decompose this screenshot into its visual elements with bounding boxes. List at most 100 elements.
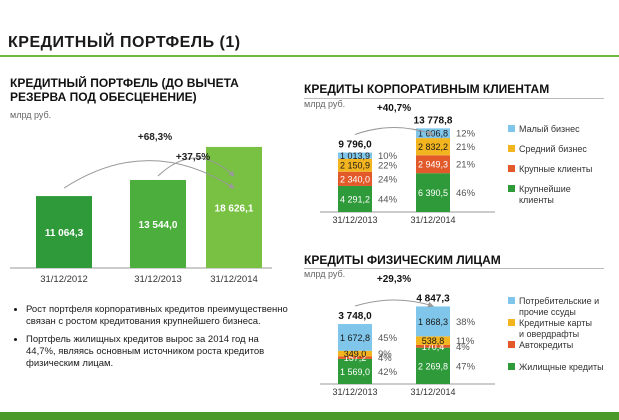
segment-value-label: 2 269,8 <box>418 361 448 371</box>
segment-value-label: 157,2 <box>344 353 367 363</box>
growth-arrow <box>354 299 434 308</box>
segment-Кредитные карты и овердрафты <box>416 336 450 345</box>
legend-swatch <box>508 341 515 348</box>
retail-loans-chart: 1 569,0 42% 157,2 4% 349,0 9% 1 672,8 45% 3 748,… <box>320 274 604 397</box>
corp-unit: млрд руб. <box>304 99 346 109</box>
legend-swatch <box>508 125 515 132</box>
segment-value-label: 1 672,8 <box>340 333 370 343</box>
legend-label: Крупные клиенты <box>519 164 592 174</box>
corporate-loans-chart: 4 291,2 44% 2 340,0 24% 2 150,9 22% 1 013,9 10%… <box>320 103 592 225</box>
x-tick-label: 31/12/2013 <box>332 387 377 397</box>
segment-Автокредиты <box>338 356 372 359</box>
total-portfolio-chart: 11 064,3 31/12/2012 13 544,0 31/12/2013 18 6… <box>10 132 272 285</box>
segment-value-label: 2 150,9 <box>340 161 370 171</box>
retail-chart-title: КРЕДИТЫ ФИЗИЧЕСКИМ ЛИЦАМ <box>304 253 501 267</box>
bar-value-label: 11 064,3 <box>45 228 84 239</box>
total-label: 13 778,8 <box>414 115 453 126</box>
legend-label: Жилищные кредиты <box>519 362 604 372</box>
legend-label: Потребительские и <box>519 296 599 306</box>
growth-arrow-2012-2014 <box>63 160 235 189</box>
legend-label-cont: прочие ссуды <box>519 307 576 317</box>
segment-share-label: 11% <box>456 336 475 347</box>
retail-title-rule <box>304 268 604 269</box>
bar-value-label: 13 544,0 <box>139 220 178 231</box>
segment-share-label: 10% <box>378 151 398 162</box>
segment-Кредитные карты и овердрафты <box>338 350 372 357</box>
growth-arrow <box>354 127 434 136</box>
total-label: 9 796,0 <box>338 140 372 151</box>
bar-31/12/2014 <box>206 146 262 268</box>
left-unit: млрд руб. <box>10 110 52 120</box>
segment-share-label: 21% <box>456 142 476 153</box>
left-chart-title: КРЕДИТНЫЙ ПОРТФЕЛЬ (ДО ВЫЧЕТА РЕЗЕРВА ПО… <box>10 76 239 104</box>
segment-share-label: 38% <box>456 317 476 328</box>
growth-arrow-2013-2014 <box>157 157 235 177</box>
legend-swatch <box>508 165 515 172</box>
segment-value-label: 170,4 <box>422 342 445 352</box>
page-title: КРЕДИТНЫЙ ПОРТФЕЛЬ (1) <box>8 34 241 51</box>
legend-label-cont: клиенты <box>519 195 554 205</box>
segment-value-label: 2 340,0 <box>340 174 370 184</box>
segment-share-label: 4% <box>456 342 470 353</box>
segment-Крупнейшие клиенты <box>416 173 450 212</box>
segment-value-label: 4 291,2 <box>340 194 370 204</box>
segment-share-label: 9% <box>378 349 392 360</box>
growth-label: +68,3% <box>138 132 172 143</box>
segment-Жилищные кредиты <box>338 358 372 384</box>
total-label: 3 748,0 <box>338 311 372 322</box>
legend-label: Кредитные карты <box>519 318 592 328</box>
segment-share-label: 44% <box>378 194 398 205</box>
footer-bar <box>0 412 619 420</box>
segment-value-label: 349,0 <box>344 349 367 359</box>
bar-value-label: 18 626,1 <box>215 203 254 214</box>
segment-Крупные клиенты <box>416 155 450 174</box>
segment-Малый бизнес <box>338 152 372 159</box>
corp-chart-title: КРЕДИТЫ КОРПОРАТИВНЫМ КЛИЕНТАМ <box>304 82 550 96</box>
segment-share-label: 46% <box>456 188 476 199</box>
retail-unit: млрд руб. <box>304 269 346 279</box>
total-label: 4 847,3 <box>416 293 450 304</box>
segment-Средний бизнес <box>416 138 450 156</box>
segment-share-label: 4% <box>378 353 392 364</box>
bar-31/12/2012 <box>36 196 92 268</box>
growth-label: +37,5% <box>176 152 210 163</box>
segment-share-label: 21% <box>456 160 476 171</box>
segment-Жилищные кредиты <box>416 347 450 384</box>
segment-Автокредиты <box>416 344 450 348</box>
segment-Крупные клиенты <box>338 171 372 186</box>
segment-value-label: 1 606,8 <box>418 129 448 139</box>
x-tick-label: 31/12/2013 <box>332 215 377 225</box>
left-title-line1: КРЕДИТНЫЙ ПОРТФЕЛЬ (ДО ВЫЧЕТА <box>10 76 239 90</box>
segment-Потребительские и прочие ссуды <box>416 306 450 337</box>
segment-value-label: 1 569,0 <box>340 367 370 377</box>
segment-share-label: 22% <box>378 161 398 172</box>
segment-share-label: 12% <box>456 129 476 140</box>
x-tick-label: 31/12/2013 <box>134 274 182 285</box>
left-title-line2: РЕЗЕРВА ПОД ОБЕСЦЕНЕНИЕ) <box>10 90 197 104</box>
x-tick-label: 31/12/2014 <box>410 387 455 397</box>
bullet-item: Портфель жилищных кредитов вырос за 2014… <box>26 334 288 370</box>
segment-value-label: 2 949,3 <box>418 160 448 170</box>
bullet-item: Рост портфеля корпоративных кредитов пре… <box>26 304 288 328</box>
bar-31/12/2013 <box>130 179 186 268</box>
segment-value-label: 2 832,2 <box>418 142 448 152</box>
x-tick-label: 31/12/2014 <box>410 215 455 225</box>
legend-swatch <box>508 319 515 326</box>
segment-share-label: 45% <box>378 333 398 344</box>
bullet-list: Рост портфеля корпоративных кредитов пре… <box>10 304 288 376</box>
segment-value-label: 6 390,5 <box>418 188 448 198</box>
segment-value-label: 538,8 <box>422 336 445 346</box>
corp-title-rule <box>304 98 604 99</box>
segment-value-label: 1 013,9 <box>340 151 370 161</box>
growth-label: +40,7% <box>377 103 411 114</box>
segment-share-label: 42% <box>378 367 398 378</box>
legend-label: Крупнейшие <box>519 184 571 194</box>
title-rule <box>0 55 619 57</box>
segment-share-label: 47% <box>456 361 476 372</box>
legend-label: Средний бизнес <box>519 144 587 154</box>
legend-swatch <box>508 145 515 152</box>
segment-Крупнейшие клиенты <box>338 185 372 212</box>
legend-label: Малый бизнес <box>519 124 580 134</box>
segment-value-label: 1 868,3 <box>418 317 448 327</box>
x-tick-label: 31/12/2012 <box>40 274 88 285</box>
